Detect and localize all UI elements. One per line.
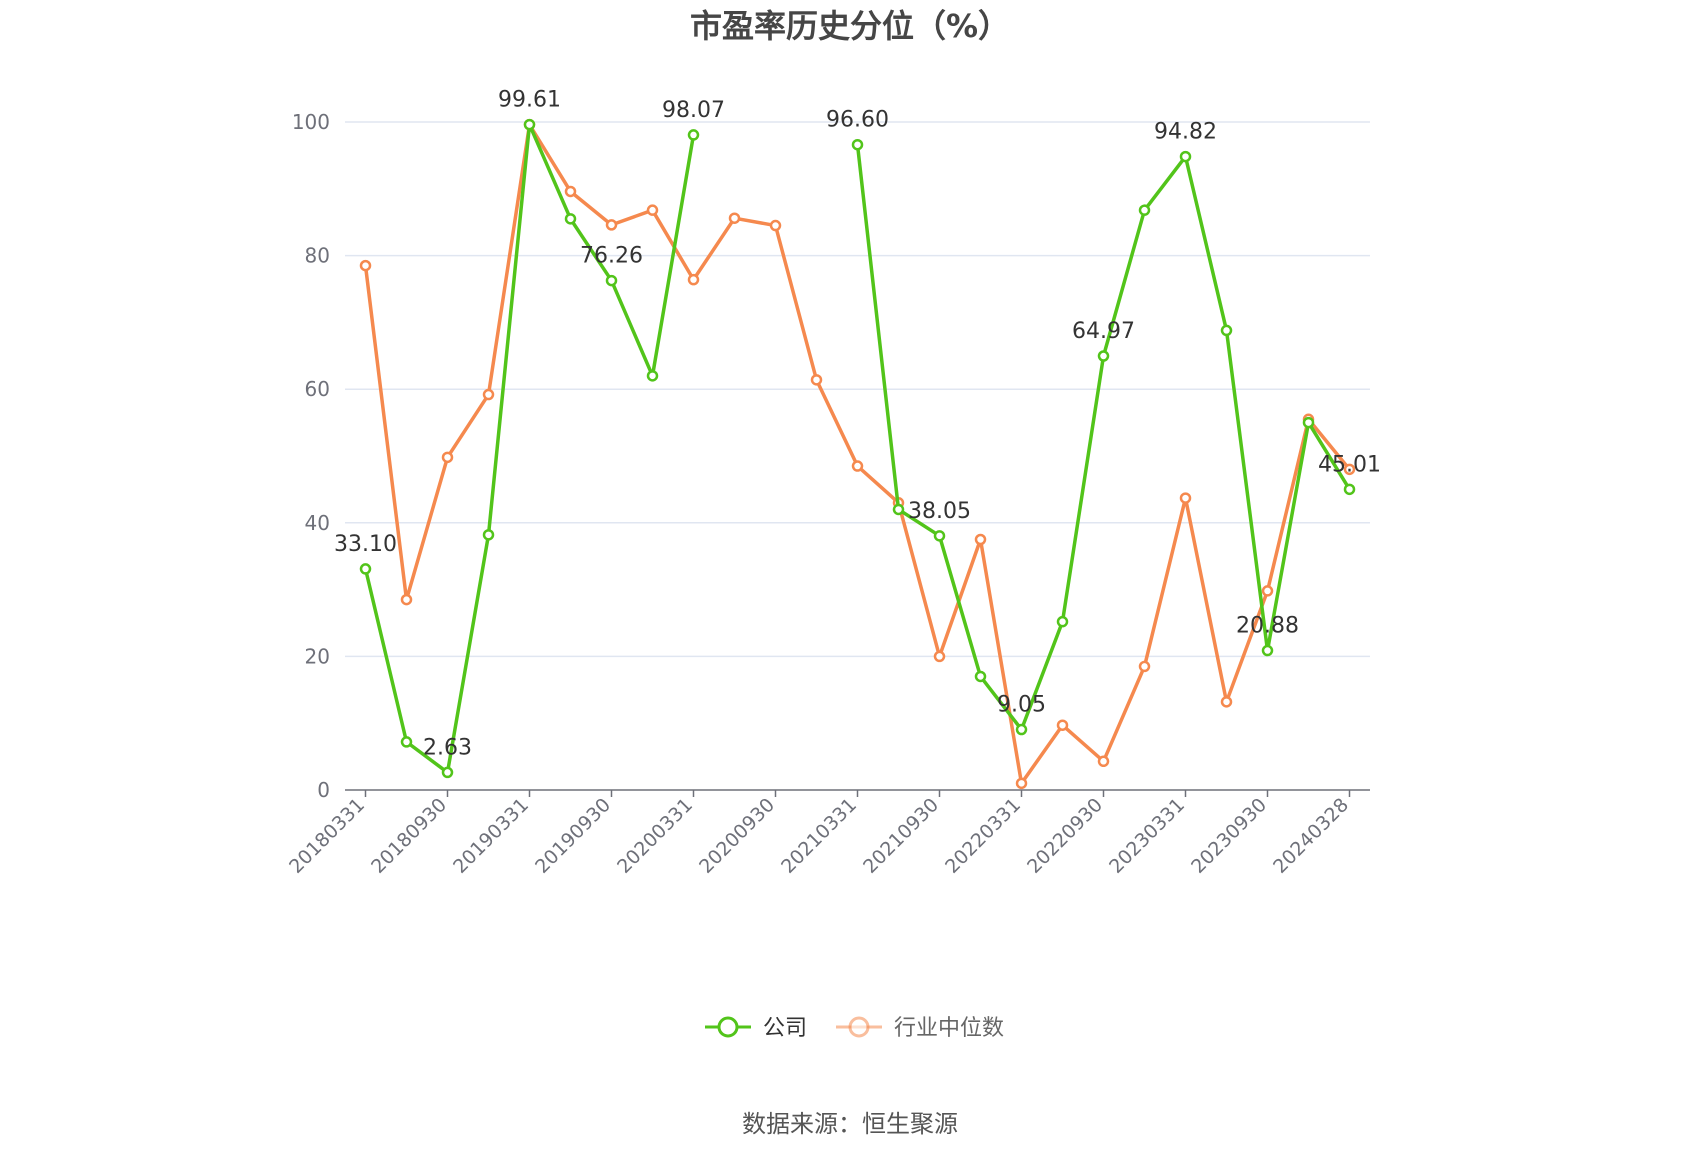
x-tick-label: 20240328 (1269, 794, 1353, 878)
legend: 公司 行业中位数 (705, 1016, 1004, 1041)
company-point (1302, 416, 1315, 429)
industry-point (441, 451, 454, 464)
x-tick-label: 20210331 (777, 794, 861, 878)
company-point (892, 503, 905, 516)
company-series-line (363, 122, 696, 775)
x-tick-label: 20220930 (1023, 794, 1107, 878)
company-point (1097, 350, 1110, 362)
data-label: 45.01 (1318, 452, 1381, 477)
company-point (933, 530, 946, 542)
company-point (1015, 723, 1028, 736)
data-label: 38.05 (908, 499, 971, 524)
data-label: 64.97 (1072, 319, 1135, 344)
x-tick-label: 20200331 (613, 794, 697, 878)
legend-industry-marker (848, 1016, 870, 1038)
company-point (646, 370, 659, 382)
company-series-line (855, 144, 1351, 732)
y-tick-label: 100 (292, 110, 330, 134)
grid-lines (345, 121, 1370, 658)
y-tick-label: 40 (305, 511, 330, 535)
x-tick-label: 20180331 (285, 794, 369, 878)
industry-point (1056, 719, 1069, 731)
industry-point (687, 273, 700, 286)
y-tick-label: 0 (317, 778, 330, 802)
industry-point (1097, 755, 1110, 768)
data-label: 94.82 (1154, 120, 1217, 145)
industry-point (605, 219, 618, 231)
company-point (1220, 324, 1233, 337)
legend-item-company[interactable]: 公司 (705, 1016, 807, 1041)
x-tick-label: 20180930 (367, 794, 451, 878)
x-tick-label: 20210930 (859, 794, 943, 878)
industry-point (1261, 585, 1274, 597)
data-label: 99.61 (498, 88, 561, 113)
company-point (1179, 150, 1192, 163)
x-tick-label: 20200930 (695, 794, 779, 878)
y-tick-label: 60 (305, 377, 330, 401)
company-point (974, 670, 987, 683)
company-point (564, 213, 577, 225)
industry-point (810, 374, 823, 386)
source-note: 数据来源：恒生聚源 (742, 1110, 958, 1138)
x-tick-label: 20190331 (449, 794, 533, 878)
industry-point (769, 219, 782, 232)
company-point (851, 138, 864, 151)
data-label: 9.05 (997, 693, 1046, 718)
company-point (400, 736, 413, 748)
company-point (605, 274, 618, 287)
industry-point (400, 593, 413, 606)
industry-point (933, 650, 946, 663)
industry-point (564, 185, 577, 198)
x-tick-label: 20230930 (1187, 794, 1271, 878)
data-label: 96.60 (826, 108, 889, 133)
industry-point (1220, 696, 1233, 708)
company-point (482, 529, 495, 541)
industry-point (646, 204, 659, 216)
y-tick-label: 80 (305, 244, 330, 268)
industry-point (1179, 492, 1192, 504)
company-point (1056, 615, 1069, 628)
data-label: 2.63 (423, 735, 472, 760)
series-lines (359, 118, 1356, 790)
company-point (1261, 644, 1274, 657)
company-point (687, 129, 700, 141)
company-point (523, 118, 536, 131)
data-labels: 33.10 2.63 99.61 76.26 98.07 96.60 38.05 9.05 64… (334, 88, 1381, 761)
legend-industry-label: 行业中位数 (894, 1016, 1004, 1041)
industry-point (728, 212, 741, 224)
legend-item-industry-median[interactable]: 行业中位数 (836, 1016, 1004, 1041)
industry-point (1138, 660, 1151, 673)
y-tick-label: 20 (305, 644, 330, 668)
industry-point (1343, 463, 1356, 476)
data-label: 33.10 (334, 532, 397, 557)
industry-point (851, 460, 864, 472)
legend-company-label: 公司 (763, 1016, 807, 1041)
data-label: 20.88 (1236, 614, 1299, 639)
data-label: 76.26 (580, 244, 643, 269)
company-point (359, 563, 372, 575)
company-point (1343, 483, 1356, 496)
company-point (1138, 204, 1151, 216)
industry-point (1015, 777, 1028, 790)
x-tick-label: 20230331 (1105, 794, 1189, 878)
industry-point (359, 259, 372, 272)
x-tick-label: 20220331 (941, 794, 1025, 878)
chart-title: 市盈率历史分位（%） (690, 7, 1010, 45)
industry-point (974, 533, 987, 546)
company-point (441, 766, 454, 779)
x-tick-label: 20190930 (531, 794, 615, 878)
legend-company-marker (717, 1016, 739, 1038)
industry-point (482, 388, 495, 401)
data-label: 98.07 (662, 98, 725, 123)
